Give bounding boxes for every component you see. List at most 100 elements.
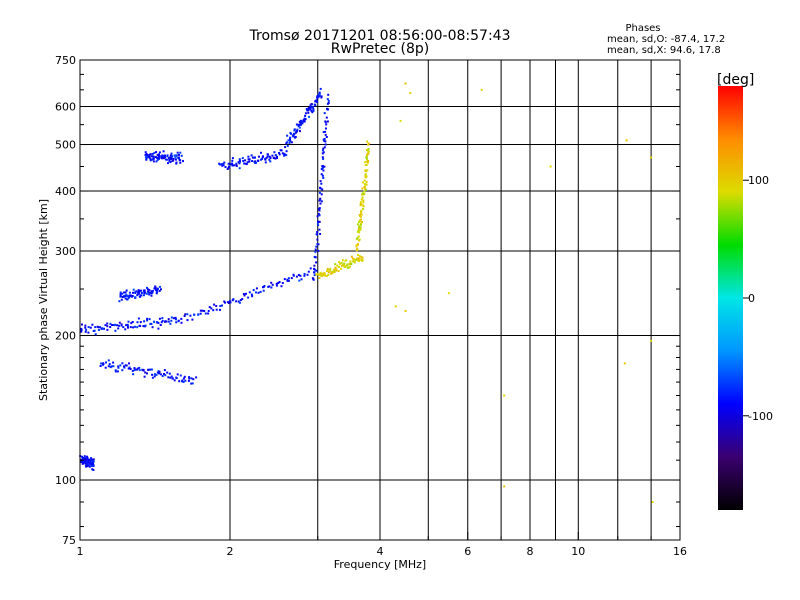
o-trace-point [170, 319, 173, 322]
o-trace-point [303, 273, 306, 275]
o-trace-point [140, 289, 142, 292]
x-trace-point [328, 269, 331, 272]
x-trace-point [344, 266, 347, 268]
o-trace-point [260, 151, 262, 154]
x-trace-point [361, 260, 364, 262]
o-trace-point [166, 154, 169, 157]
o-trace-point [138, 292, 141, 295]
o-trace-point [148, 154, 151, 156]
o-trace-point [299, 130, 301, 133]
o-trace-point [238, 167, 241, 170]
o-trace-point [219, 308, 221, 311]
o-trace-point [224, 301, 226, 304]
o-trace-point [266, 153, 269, 156]
o-trace-point [136, 326, 139, 329]
o-trace-point [264, 161, 267, 164]
x-trace-point [361, 196, 364, 199]
o-trace-point [92, 330, 95, 332]
x-trace-point [366, 158, 369, 161]
x-point [404, 82, 407, 85]
o-trace-point [303, 274, 306, 277]
o-trace-point [238, 301, 241, 304]
x-trace-point [341, 264, 344, 267]
o-trace-point [316, 97, 319, 99]
o-trace-point [325, 136, 328, 138]
o-trace-point [87, 326, 90, 329]
o-trace-point [321, 166, 324, 169]
o-trace-point [132, 326, 135, 329]
o-trace-point [227, 167, 230, 170]
x-trace-point [356, 236, 359, 239]
x-trace-point [362, 199, 365, 202]
o-trace-point [91, 460, 93, 463]
x-trace-point [355, 238, 358, 241]
x-trace-point [332, 271, 335, 274]
x-axis-label: Frequency [MHz] [334, 558, 426, 571]
o-trace-point [173, 154, 176, 157]
o-trace-point [203, 310, 206, 312]
o-trace-point [144, 156, 147, 159]
o-trace-point [114, 329, 117, 332]
x-point [394, 305, 397, 308]
o-trace-point [81, 323, 83, 326]
o-trace-point [145, 292, 148, 295]
o-trace-point [242, 293, 245, 295]
o-trace-point [151, 376, 154, 379]
o-trace-point [276, 155, 278, 158]
o-trace-point [121, 292, 123, 295]
o-trace-point [161, 319, 164, 322]
o-trace-point [286, 278, 289, 281]
x-trace-point [353, 260, 356, 263]
o-trace-point [299, 274, 302, 277]
o-trace-point [278, 281, 281, 283]
x-point [625, 139, 628, 142]
o-trace-point [271, 154, 274, 157]
o-trace-point [128, 296, 131, 299]
o-trace-point [169, 322, 172, 325]
o-trace-point [207, 312, 210, 315]
o-trace-point [318, 199, 321, 202]
x-tick-label: 6 [464, 545, 471, 558]
o-trace-point [284, 146, 287, 149]
o-trace-point [174, 316, 177, 319]
o-trace-point [91, 462, 94, 465]
x-trace-point [339, 262, 342, 265]
o-trace-point [278, 153, 281, 156]
o-trace-point [300, 278, 303, 281]
o-trace-point [132, 373, 135, 376]
x-trace-point [340, 267, 343, 270]
o-trace-point [275, 154, 278, 157]
o-trace-point [128, 362, 130, 365]
o-trace-point [150, 291, 153, 294]
o-trace-point [132, 288, 135, 291]
o-trace-point [109, 366, 112, 369]
o-trace-point [156, 157, 159, 159]
o-trace-point [295, 123, 298, 126]
o-trace-point [88, 459, 91, 462]
o-trace-point [109, 326, 112, 328]
o-trace-point [212, 309, 215, 312]
o-trace-point [120, 323, 123, 326]
o-trace-point [311, 106, 314, 109]
o-trace-point [318, 207, 321, 210]
o-trace-point [294, 135, 297, 138]
o-trace-point [148, 318, 151, 321]
o-trace-point [170, 157, 173, 160]
o-trace-point [319, 202, 322, 205]
o-trace-point [180, 317, 183, 320]
o-trace-point [125, 324, 128, 327]
o-trace-point [267, 285, 270, 288]
o-trace-point [167, 320, 170, 323]
o-trace-point [162, 156, 165, 159]
o-trace-point [316, 233, 318, 236]
o-trace-point [90, 464, 93, 467]
o-trace-point [318, 191, 321, 194]
o-trace-point [292, 273, 295, 276]
x-point [399, 119, 402, 122]
x-point [549, 165, 552, 168]
o-trace-point [309, 108, 312, 111]
o-trace-point [243, 294, 246, 297]
o-trace-point [151, 291, 154, 294]
o-trace-point [161, 375, 164, 377]
o-trace-point [322, 157, 325, 160]
